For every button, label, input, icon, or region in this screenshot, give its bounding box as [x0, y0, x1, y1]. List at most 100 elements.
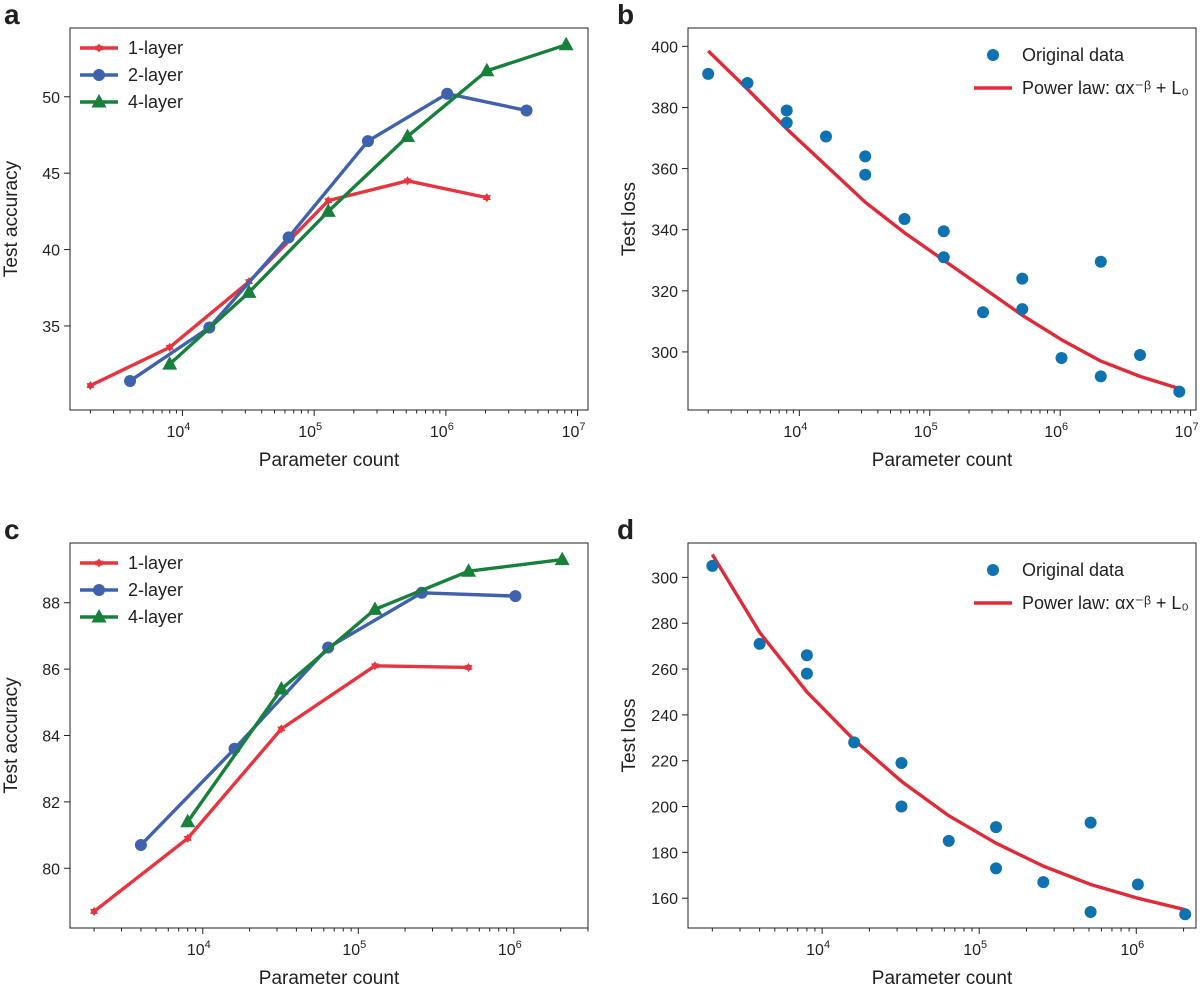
data-point — [706, 559, 719, 572]
x-axis-title: Parameter count — [259, 968, 400, 989]
y-tick-label: 300 — [651, 570, 678, 587]
chart-panel-b: 104 105 106 107300320340360380400Parameter … — [619, 27, 1199, 471]
x-tick-label: 104 — [166, 421, 190, 441]
y-axis-title: Test accuracy — [1, 677, 22, 794]
y-tick-label: 180 — [651, 845, 678, 862]
x-tick-base: 10 — [963, 942, 981, 959]
data-point — [937, 225, 950, 238]
legend-label-power-law: Power law: αx⁻ᵝ + L₀ — [1022, 78, 1189, 98]
data-point — [1037, 876, 1050, 889]
panel-letter-a: a — [4, 0, 20, 30]
plot-frame — [687, 542, 1197, 929]
x-tick-label: 106 — [1044, 421, 1068, 441]
data-point — [1094, 370, 1107, 383]
x-tick-base: 10 — [783, 424, 801, 441]
data-point — [1131, 878, 1144, 891]
x-tick-base: 10 — [342, 942, 360, 959]
data-point-1-layer — [86, 380, 95, 391]
legend-marker-original-data — [987, 564, 999, 576]
x-tick-exponent: 5 — [316, 421, 322, 433]
y-tick-label: 380 — [651, 100, 678, 117]
data-point-4-layer — [273, 681, 289, 695]
legend-label-4-layer: 4-layer — [128, 92, 183, 112]
data-point — [1084, 905, 1097, 918]
data-point-4-layer — [367, 601, 383, 615]
data-point-1-layer — [324, 196, 333, 206]
x-tick-base: 10 — [430, 424, 448, 441]
data-point-4-layer — [320, 203, 336, 217]
data-point — [702, 67, 715, 80]
x-tick-base: 10 — [806, 942, 824, 959]
data-point — [859, 168, 872, 181]
x-tick-label: 105 — [298, 421, 322, 441]
data-point — [1134, 348, 1147, 361]
data-point-1-layer — [464, 662, 473, 673]
legend-marker-2-layer — [93, 69, 105, 81]
x-axis-title: Parameter count — [872, 450, 1013, 471]
plot-frame — [69, 27, 589, 411]
legend-marker-original-data — [987, 49, 999, 61]
x-tick-label: 106 — [1120, 939, 1144, 959]
x-tick-exponent: 4 — [801, 421, 807, 433]
data-point — [800, 667, 813, 680]
data-point — [898, 213, 911, 225]
x-tick-label: 105 — [342, 939, 366, 959]
x-tick-label: 105 — [914, 421, 938, 441]
x-tick-base: 10 — [498, 942, 516, 959]
y-tick-label: 50 — [42, 90, 60, 107]
x-tick-exponent: 6 — [516, 939, 522, 951]
data-point — [1084, 816, 1097, 829]
data-point-1-layer — [370, 661, 379, 671]
x-tick-base: 10 — [1044, 424, 1062, 441]
y-tick-label: 80 — [42, 861, 60, 878]
y-axis-title: Test accuracy — [1, 160, 22, 277]
series-line-1-layer — [93, 664, 469, 913]
data-point-2-layer — [509, 590, 522, 603]
y-tick-label: 84 — [42, 729, 60, 746]
x-tick-exponent: 4 — [184, 421, 190, 433]
x-tick-label: 106 — [498, 939, 522, 959]
data-point-2-layer — [361, 135, 374, 148]
x-axis-title: Parameter count — [872, 968, 1013, 989]
data-point-4-layer — [400, 128, 416, 142]
data-point-4-layer — [558, 36, 574, 51]
data-point — [1055, 352, 1068, 365]
data-point-4-layer — [162, 356, 178, 370]
legend-label-1-layer: 1-layer — [128, 553, 183, 573]
x-tick-exponent: 6 — [1138, 939, 1144, 951]
x-tick-exponent: 5 — [360, 939, 366, 951]
data-point — [859, 150, 872, 163]
x-tick-label: 105 — [963, 939, 987, 959]
data-point — [1016, 303, 1029, 316]
legend-marker-4-layer — [91, 94, 107, 108]
x-tick-exponent: 7 — [579, 421, 585, 433]
y-tick-label: 360 — [651, 162, 678, 179]
data-point — [977, 306, 990, 319]
legend-marker-2-layer — [93, 584, 105, 596]
y-axis-title: Test loss — [619, 699, 640, 773]
panel-letter-b: b — [617, 0, 634, 30]
x-tick-label: 104 — [187, 939, 211, 959]
y-tick-label: 300 — [651, 345, 678, 362]
data-point — [1094, 255, 1107, 268]
x-axis-title: Parameter count — [259, 450, 400, 471]
data-point — [990, 862, 1003, 875]
y-tick-label: 40 — [42, 243, 60, 260]
data-point-2-layer — [282, 231, 295, 244]
data-point-4-layer — [180, 813, 196, 828]
data-point — [848, 736, 861, 749]
power-law-fit-line — [710, 553, 1186, 912]
data-point-2-layer — [520, 104, 533, 117]
data-point — [895, 800, 908, 813]
x-tick-label: 104 — [806, 939, 830, 959]
legend-label-1-layer: 1-layer — [128, 38, 183, 58]
y-tick-label: 86 — [42, 662, 60, 679]
x-tick-base: 10 — [562, 424, 580, 441]
data-point-1-layer — [277, 724, 286, 734]
legend-label-4-layer: 4-layer — [128, 607, 183, 627]
y-tick-label: 260 — [651, 662, 678, 679]
x-tick-label: 106 — [430, 421, 454, 441]
y-tick-label: 220 — [651, 754, 678, 771]
